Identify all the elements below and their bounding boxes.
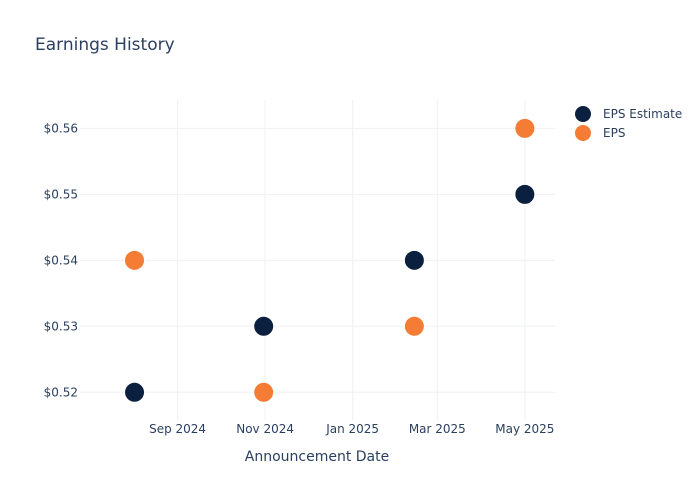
y-tick-label: $0.53 xyxy=(44,319,78,333)
chart-title: Earnings History xyxy=(35,35,175,55)
legend-label-eps-estimate[interactable]: EPS Estimate xyxy=(603,107,682,121)
eps-point[interactable] xyxy=(124,249,146,271)
x-axis-tick-labels: Sep 2024 Nov 2024 Jan 2025 Mar 2025 May 2025 xyxy=(149,422,554,436)
x-tick-label: Mar 2025 xyxy=(409,422,466,436)
x-tick-label: Jan 2025 xyxy=(325,422,379,436)
eps-estimate-point[interactable] xyxy=(403,249,425,271)
legend-marker-eps-estimate[interactable] xyxy=(575,106,591,122)
x-tick-label: May 2025 xyxy=(495,422,554,436)
y-tick-label: $0.56 xyxy=(44,121,78,135)
y-tick-label: $0.52 xyxy=(44,385,78,399)
legend-marker-eps[interactable] xyxy=(575,125,591,141)
eps-estimate-point[interactable] xyxy=(124,381,146,403)
eps-estimate-point[interactable] xyxy=(253,315,275,337)
x-tick-label: Sep 2024 xyxy=(149,422,206,436)
x-tick-label: Nov 2024 xyxy=(236,422,294,436)
data-points xyxy=(124,117,536,403)
eps-point[interactable] xyxy=(403,315,425,337)
x-axis-title: Announcement Date xyxy=(245,449,389,465)
y-tick-label: $0.54 xyxy=(44,253,78,267)
legend[interactable]: EPS Estimate EPS xyxy=(575,106,682,141)
y-tick-label: $0.55 xyxy=(44,187,78,201)
grid-lines xyxy=(80,100,555,420)
y-axis-tick-labels: $0.52 $0.53 $0.54 $0.55 $0.56 xyxy=(44,121,78,399)
legend-label-eps[interactable]: EPS xyxy=(603,126,625,140)
eps-estimate-point[interactable] xyxy=(514,183,536,205)
eps-point[interactable] xyxy=(514,117,536,139)
eps-point[interactable] xyxy=(253,381,275,403)
